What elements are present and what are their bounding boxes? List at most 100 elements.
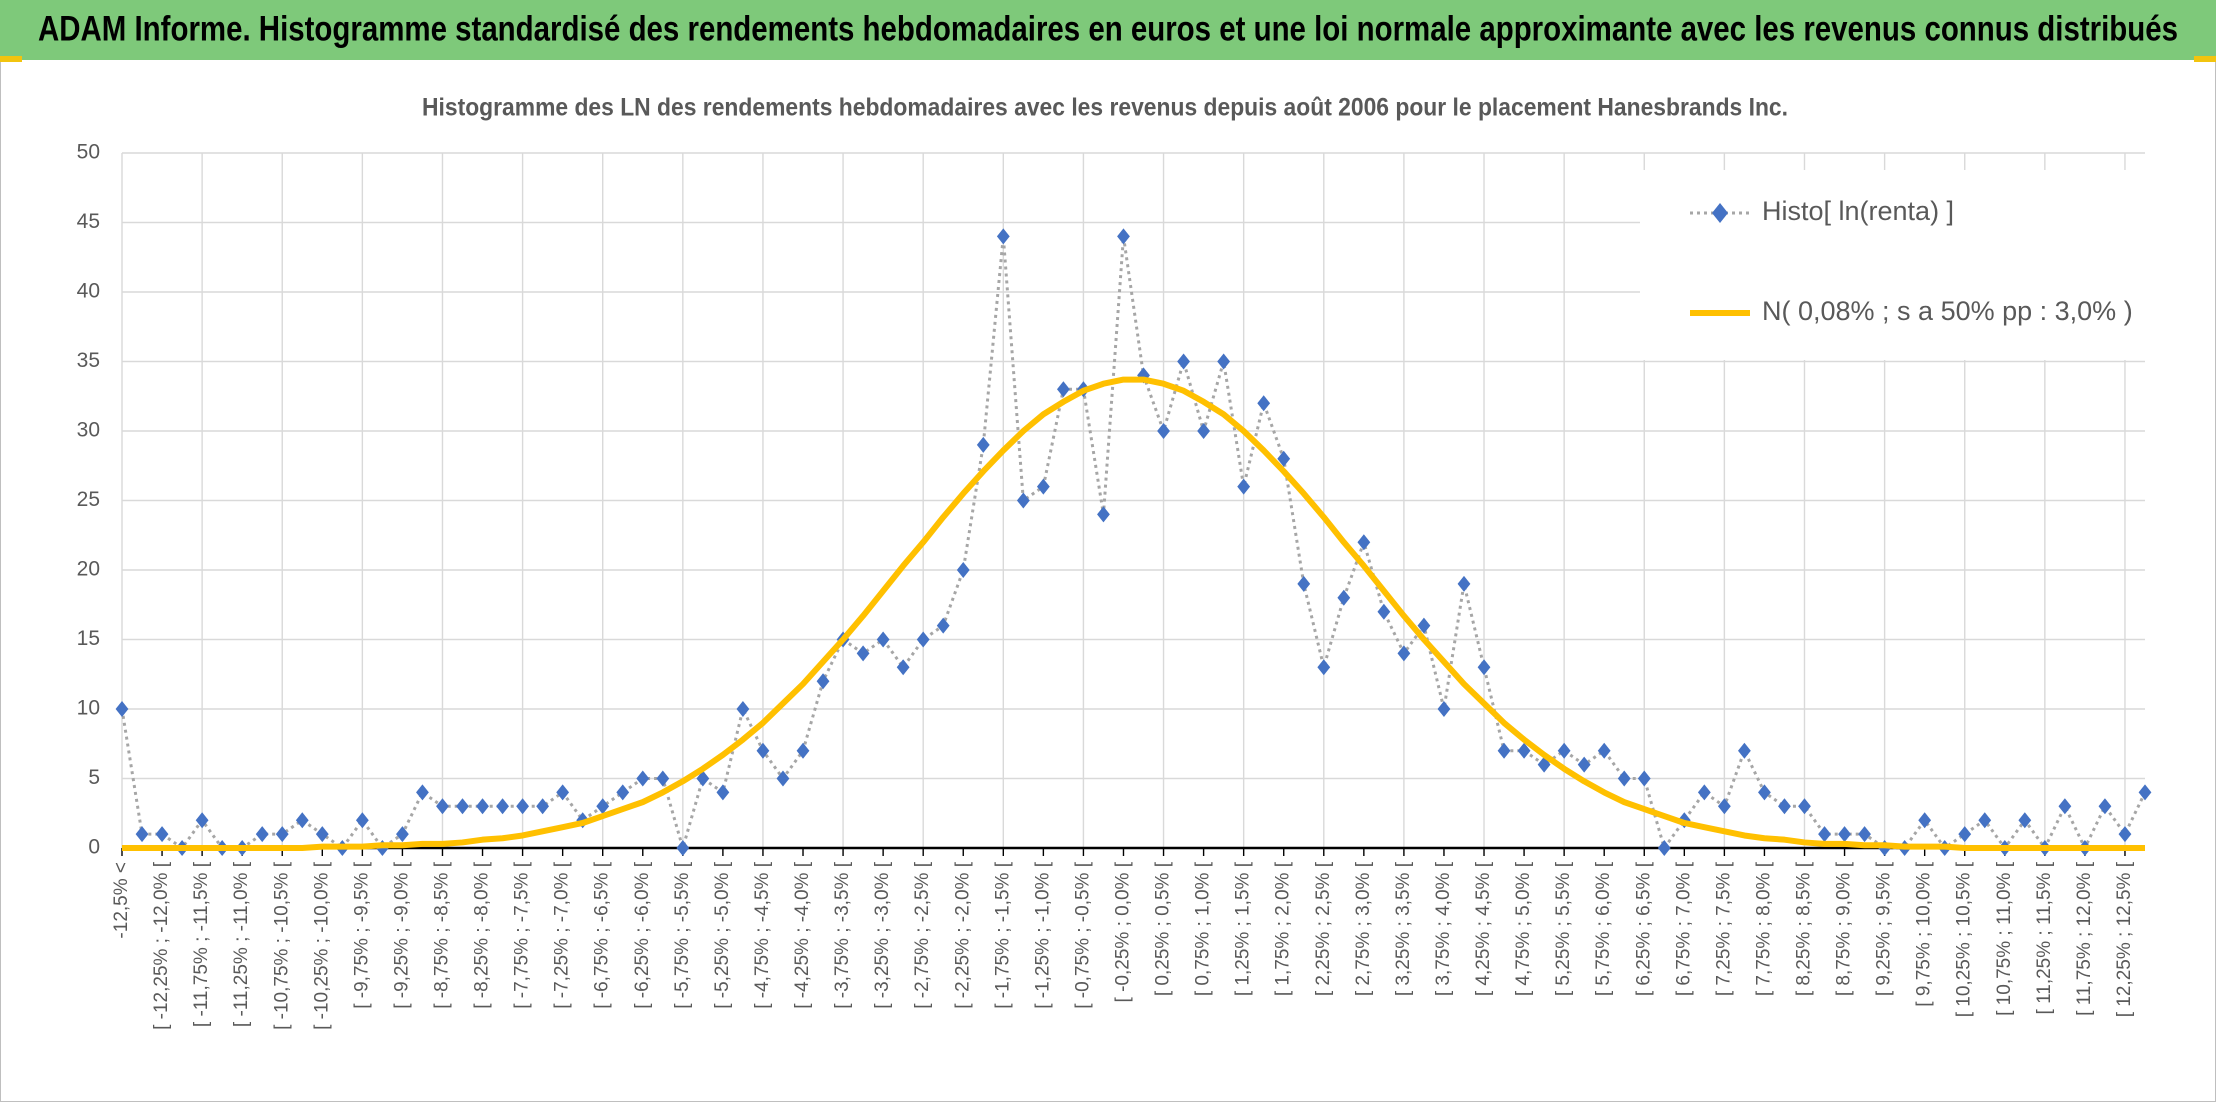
histogram-point [596,798,610,815]
header-accent [2194,56,2216,62]
histogram-point [1197,423,1211,439]
histogram-point [896,659,910,676]
x-tick-label: [ -1,75% ; -1,5% [ [992,861,1013,1009]
legend-marker [1712,203,1728,223]
histogram-point [976,436,990,453]
x-tick-label: [ 4,75% ; 5,0% [ [1513,861,1534,996]
legend-label: N( 0,08% ; s a 50% pp : 3,0% ) [1762,296,2133,326]
histogram-point [736,701,750,717]
histogram-point [2098,798,2112,815]
histogram-point [1117,228,1130,245]
histogram-point [1377,603,1391,620]
x-tick-label: [ -10,25% ; -10,0% [ [311,861,332,1030]
histogram-point [355,812,369,829]
histogram-point [1357,534,1371,551]
y-tick-label: 0 [88,836,100,859]
x-tick-label: [ -9,25% ; -9,0% [ [391,861,412,1009]
histogram-point [1417,617,1431,634]
x-tick-label: [ 7,75% ; 8,0% [ [1753,861,1774,996]
x-tick-label: [ 5,75% ; 6,0% [ [1593,861,1614,996]
x-tick-label: [ -3,25% ; -3,0% [ [872,861,893,1009]
x-tick-label: [ 0,25% ; 0,5% [ [1153,861,1174,996]
histogram-point [1257,395,1271,412]
histogram-point [1237,478,1251,495]
histogram-point [636,770,650,787]
histogram-point [756,742,770,759]
histogram-point [1597,742,1611,759]
x-tick-label: [ -7,75% ; -7,5% [ [512,861,533,1009]
chart-title: Histogramme des LN des rendements hebdom… [422,94,1788,122]
x-tick-label: [ 0,75% ; 1,0% [ [1193,861,1214,996]
histogram-point [456,798,469,815]
histogram-point [2018,812,2032,829]
y-tick-label: 35 [77,349,100,372]
x-tick-label: [ -4,25% ; -4,0% [ [792,861,813,1009]
page-title: ADAM Informe. Histogramme standardisé de… [38,9,2178,48]
x-tick-label: [ 9,25% ; 9,5% [ [1874,861,1895,996]
x-tick-label: [ -5,75% ; -5,5% [ [672,861,693,1009]
x-tick-label: [ 2,75% ; 3,0% [ [1353,861,1374,996]
histogram-point [1457,575,1471,592]
histogram-point [876,631,890,648]
histogram-point [556,784,570,801]
x-tick-label: [ -11,75% ; -11,5% [ [191,861,212,1027]
histogram-point [1577,756,1591,773]
histogram-point [1157,423,1170,439]
histogram-point [676,840,690,856]
histogram-point [255,826,269,843]
x-tick-label: [ 2,25% ; 2,5% [ [1313,861,1334,996]
x-tick-label: [ -11,25% ; -11,0% [ [231,861,252,1027]
x-tick-label: -12,5% < [111,862,132,939]
histogram-point [1778,798,1791,815]
histogram-point [1517,742,1531,759]
x-tick-label: [ 1,75% ; 2,0% [ [1273,861,1294,996]
histogram-point [396,826,409,843]
histogram-point [996,228,1010,245]
histogram-point [1036,478,1050,495]
x-tick-label: [ -12,25% ; -12,0% [ [151,861,172,1030]
x-tick-label: [ -8,25% ; -8,0% [ [472,861,493,1009]
histogram-line [120,234,2147,850]
legend-label: Histo[ ln(renta) ] [1762,196,1954,226]
x-tick-label: [ -3,75% ; -3,5% [ [832,861,853,1009]
header-accent [0,56,22,62]
histogram-point [1918,812,1932,829]
histogram-point [1477,659,1491,676]
histogram-point [916,631,930,648]
y-tick-label: 20 [77,558,100,581]
histogram-point [1738,742,1751,759]
histogram-point [1858,826,1871,843]
x-tick-label: [ 6,25% ; 6,5% [ [1633,861,1654,996]
histogram-point [135,826,149,843]
histogram-point [1758,784,1771,801]
x-tick-label: [ -8,75% ; -8,5% [ [431,861,452,1009]
x-tick-label: [ 10,25% ; 10,5% [ [1954,861,1975,1017]
histogram-point [1177,353,1190,370]
legend-box [1640,170,2160,360]
header-band [0,0,2216,60]
x-tick-label: [ -1,25% ; -1,0% [ [1032,861,1053,1009]
histogram-point [195,812,209,829]
y-tick-label: 30 [77,419,100,442]
histogram-point [1798,798,1811,815]
y-tick-label: 10 [77,697,100,720]
histogram-point [1297,575,1311,592]
x-tick-label: [ -2,25% ; -2,0% [ [952,861,973,1009]
y-tick-label: 50 [77,141,100,164]
histogram-point [476,798,489,815]
x-tick-label: [ 9,75% ; 10,0% [ [1914,861,1935,1006]
x-tick-label: [ 4,25% ; 4,5% [ [1473,861,1494,996]
histogram-point [2058,798,2072,815]
histogram-point [1497,742,1511,759]
histogram-point [1016,492,1030,509]
x-tick-label: [ 8,25% ; 8,5% [ [1794,861,1815,996]
x-tick-label: [ 7,25% ; 7,5% [ [1713,861,1734,996]
histogram-point [856,645,870,662]
histogram-point [716,784,730,801]
histogram-point [1097,506,1110,523]
histogram-point [656,770,670,787]
histogram-point [1397,645,1411,662]
x-tick-label: [ -0,25% ; 0,0% [ [1113,861,1134,1002]
